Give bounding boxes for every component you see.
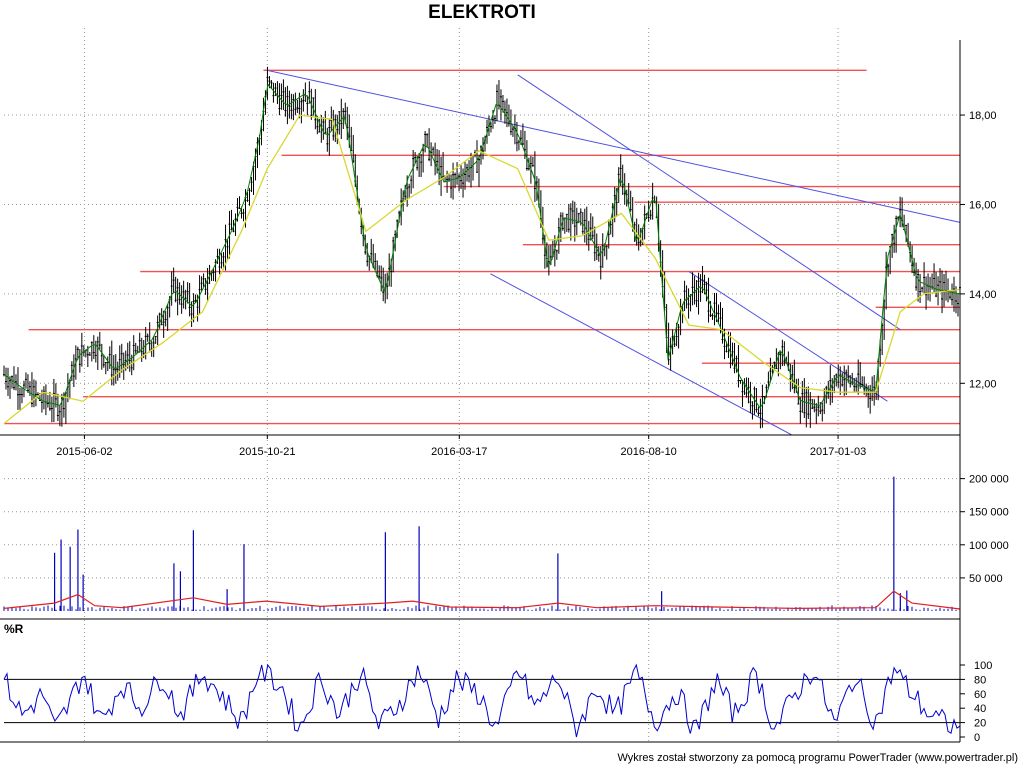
oscillator-tick-label: 60	[974, 689, 986, 701]
oscillator-tick-label: 40	[974, 703, 986, 715]
moving-average-line	[3, 114, 961, 425]
trend-line	[688, 271, 888, 402]
oscillator-tick-label: 100	[974, 660, 992, 672]
trend-line	[267, 69, 961, 223]
trend-line	[490, 273, 792, 436]
support-lines	[4, 69, 960, 425]
tick-labels: 2015-06-02 2015-10-21 2016-03-17 2016-08-10…	[56, 110, 1008, 744]
oscillator-tick-label: 20	[974, 718, 986, 730]
oscillator-series	[3, 663, 961, 738]
price-tick-label: 12,00	[969, 378, 997, 390]
price-tick-label: 16,00	[969, 199, 997, 211]
x-tick-label: 2017-01-03	[810, 446, 866, 458]
trend-line	[517, 74, 901, 331]
price-tick-label: 18,00	[969, 110, 997, 122]
credit-text: Wykres został stworzony za pomocą progra…	[617, 752, 1018, 764]
x-tick-label: 2015-10-21	[239, 446, 295, 458]
volume-bars	[3, 476, 961, 611]
oscillator-line	[3, 663, 961, 738]
grid	[4, 28, 960, 742]
oscillator-tick-label: 80	[974, 674, 986, 686]
price-tick-label: 14,00	[969, 289, 997, 301]
price-series	[3, 66, 961, 429]
volume-tick-label: 150 000	[969, 507, 1009, 519]
trend-lines	[267, 69, 961, 436]
chart-title: ELEKTROTI	[428, 2, 536, 23]
x-tick-label: 2015-06-02	[56, 446, 112, 458]
oscillator-label: %R	[4, 622, 24, 636]
volume-tick-label: 50 000	[969, 573, 1003, 585]
volume-tick-label: 200 000	[969, 474, 1009, 486]
volume-tick-label: 100 000	[969, 540, 1009, 552]
oscillator-tick-label: 0	[974, 732, 980, 744]
x-tick-label: 2016-08-10	[621, 446, 677, 458]
price-series-line	[3, 83, 961, 409]
axes	[0, 40, 961, 743]
volume-average-line	[3, 590, 961, 610]
x-tick-label: 2016-03-17	[431, 446, 487, 458]
